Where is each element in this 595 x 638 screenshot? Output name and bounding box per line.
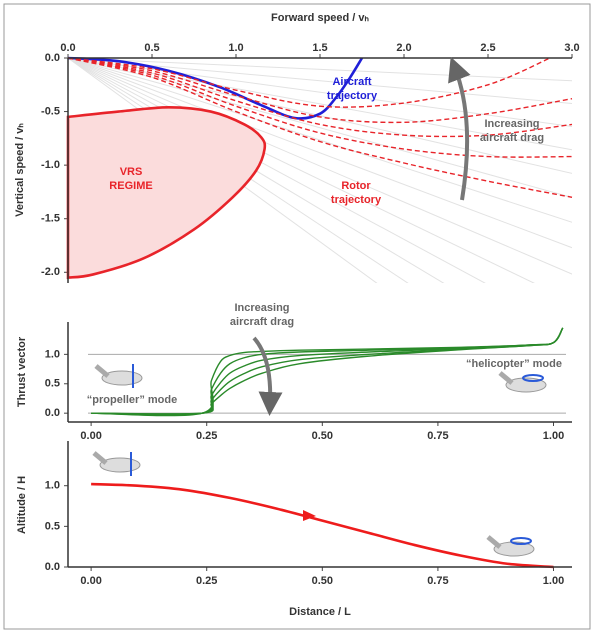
x-tick-label: 2.5: [480, 42, 495, 54]
series-line: [67, 57, 573, 158]
series-line: [91, 482, 554, 569]
frame: [3, 3, 591, 630]
aircraft-icons: [92, 364, 547, 557]
x-tick-label: 0.5: [144, 42, 159, 54]
guide-line: [68, 58, 572, 275]
guide-line: [68, 58, 572, 199]
y-axis-label: Thrust vector: [16, 336, 28, 407]
y-tick-label: -1.0: [41, 159, 60, 171]
x-tick-label: 1.00: [543, 430, 564, 442]
guide-line: [68, 58, 572, 249]
y-tick-label: 1.0: [45, 480, 60, 492]
x-tick-label: 0.00: [80, 430, 101, 442]
direction-arrow: [303, 510, 316, 521]
annotation: Increasing: [234, 302, 289, 314]
x-tick-label: 3.0: [564, 42, 579, 54]
guide-line: [68, 58, 572, 223]
series-line: [91, 327, 564, 415]
y-tick-label: 0.0: [45, 561, 60, 573]
annotation: trajectory: [331, 194, 382, 206]
x-tick-label: 0.75: [427, 430, 448, 442]
series-line: [67, 57, 573, 124]
annotation: Rotor: [341, 180, 371, 192]
aircraft-icon: [498, 371, 547, 393]
panel-top: 0.0 0.5 1.0 1.5 2.0 2.5 3.0 0.0 -0.5 -1.0 -1.5 -2.0: [41, 42, 580, 283]
x-tick-label: 0.0: [60, 42, 75, 54]
aircraft-icon: [486, 535, 535, 557]
annotation: trajectory: [327, 90, 378, 102]
annotation: VRS: [120, 166, 143, 178]
x-tick-label: 1.0: [228, 42, 243, 54]
annotation: “helicopter” mode: [466, 358, 562, 370]
area: [66, 105, 267, 280]
annotation: aircraft drag: [230, 316, 294, 328]
y-axis-label: Altitude / H: [16, 476, 28, 534]
series-line: [67, 57, 573, 198]
y-tick-label: -1.5: [41, 213, 60, 225]
y-tick-label: 0.0: [45, 407, 60, 419]
x-axis-label: Distance / L: [289, 606, 351, 618]
x-tick-label: 0.25: [196, 575, 217, 587]
x-tick-label: 1.5: [312, 42, 327, 54]
drag-arrow: [448, 56, 471, 201]
y-tick-label: -2.0: [41, 266, 60, 278]
guide-line: [68, 58, 572, 174]
x-tick-label: 1.00: [543, 575, 564, 587]
panel-bottom: 0.00 0.25 0.50 0.75 1.00 0.0 0.5 1.0: [45, 441, 572, 587]
y-tick-label: 1.0: [45, 348, 60, 360]
y-tick-label: 0.5: [45, 378, 60, 390]
x-tick-label: 0.50: [312, 575, 333, 587]
y-tick-label: 0.0: [45, 52, 60, 64]
annotation: “propeller” mode: [87, 394, 177, 406]
y-axis-label: Vertical speed / vₕ: [14, 123, 26, 217]
drag-arrow: [252, 336, 283, 416]
x-tick-label: 0.00: [80, 575, 101, 587]
x-tick-label: 2.0: [396, 42, 411, 54]
series-line: [67, 56, 364, 120]
series-line: [67, 57, 551, 108]
annotation: REGIME: [109, 180, 152, 192]
annotation: Aircraft: [332, 76, 371, 88]
annotation: Increasing: [484, 118, 539, 130]
aircraft-icon: [92, 451, 141, 476]
aircraft-icon: [94, 364, 143, 388]
y-tick-label: 0.5: [45, 520, 60, 532]
x-tick-label: 0.25: [196, 430, 217, 442]
guide-line: [68, 58, 572, 82]
annotation: aircraft drag: [480, 132, 544, 144]
x-tick-label: 0.50: [312, 430, 333, 442]
annotations: Aircraft trajectory VRS REGIME Rotor tra…: [87, 76, 562, 406]
x-axis-label: Forward speed / vₕ: [271, 12, 370, 24]
y-tick-label: -0.5: [41, 105, 60, 117]
x-tick-label: 0.75: [427, 575, 448, 587]
guide-line: [68, 58, 572, 104]
